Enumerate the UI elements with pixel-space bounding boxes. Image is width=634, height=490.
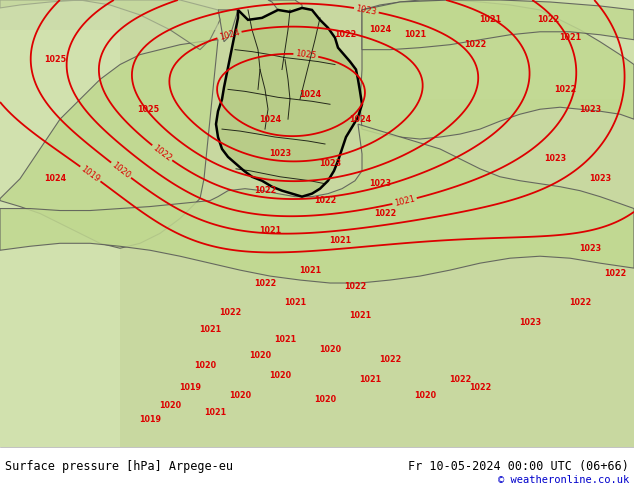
Bar [0,0,120,447]
Text: 1020: 1020 [110,160,132,180]
Text: 1022: 1022 [334,30,356,39]
Text: 1022: 1022 [569,298,591,307]
Text: 1023: 1023 [579,244,601,253]
Text: 1021: 1021 [393,195,416,208]
Text: 1022: 1022 [449,375,471,384]
Polygon shape [0,40,218,248]
Bar [0,0,218,30]
Text: 1022: 1022 [344,281,366,291]
Point [0,443,5,451]
Text: 1021: 1021 [329,236,351,245]
Text: 1022: 1022 [374,209,396,218]
Text: 1019: 1019 [79,164,101,184]
Text: 1025: 1025 [44,55,66,64]
Point [0,443,5,451]
Text: 1022: 1022 [379,355,401,364]
Text: 1021: 1021 [259,226,281,235]
Text: 1020: 1020 [229,391,251,400]
Text: 1024: 1024 [259,115,281,123]
Text: 1020: 1020 [319,345,341,354]
Text: 1025: 1025 [295,49,317,60]
Point [0,443,5,451]
Text: Surface pressure [hPa] Arpege-eu: Surface pressure [hPa] Arpege-eu [5,460,233,473]
Text: 1020: 1020 [314,395,336,404]
Text: 1020: 1020 [194,361,216,370]
Bar [420,0,634,99]
Text: 1024: 1024 [44,174,66,183]
Text: 1021: 1021 [559,33,581,42]
Text: 1021: 1021 [404,30,426,39]
Text: 1023: 1023 [369,179,391,188]
Text: 1022: 1022 [464,40,486,49]
Text: 1022: 1022 [254,186,276,195]
Text: 1021: 1021 [349,311,371,320]
Text: 1020: 1020 [414,391,436,400]
Text: 1022: 1022 [469,383,491,392]
Text: Fr 10-05-2024 00:00 UTC (06+66): Fr 10-05-2024 00:00 UTC (06+66) [408,460,629,473]
Text: 1019: 1019 [139,415,161,423]
Text: 1021: 1021 [199,325,221,334]
Polygon shape [0,124,634,283]
Text: 1019: 1019 [179,383,201,392]
Text: 1023: 1023 [589,174,611,183]
Text: 1024: 1024 [369,25,391,34]
Text: 1021: 1021 [479,15,501,24]
Text: 1022: 1022 [314,196,336,205]
Text: 1021: 1021 [204,408,226,416]
Text: 1024: 1024 [349,115,371,123]
Text: 1023: 1023 [355,4,378,17]
Point [0,443,5,451]
Text: 1020: 1020 [159,401,181,410]
Text: 1022: 1022 [254,278,276,288]
Text: 1021: 1021 [284,298,306,307]
Text: 1022: 1022 [537,15,559,24]
Polygon shape [362,0,634,49]
Text: 1022: 1022 [219,308,241,318]
Text: 1022: 1022 [151,143,173,163]
Text: 1023: 1023 [544,154,566,163]
Text: 1023: 1023 [519,318,541,327]
Text: 1023: 1023 [269,149,291,158]
Polygon shape [360,0,634,139]
Text: 1021: 1021 [359,375,381,384]
Text: 1021: 1021 [299,266,321,274]
Point [0,443,5,451]
Text: © weatheronline.co.uk: © weatheronline.co.uk [498,475,629,485]
Polygon shape [216,8,362,196]
Point [0,443,5,451]
Text: 1020: 1020 [249,351,271,360]
Text: 1023: 1023 [579,105,601,114]
Text: 1023: 1023 [319,159,341,169]
Polygon shape [218,10,238,42]
Point [0,443,5,451]
Text: 1020: 1020 [269,371,291,380]
Text: 1024: 1024 [299,90,321,99]
Text: 1022: 1022 [604,269,626,278]
Text: 1021: 1021 [274,335,296,344]
Text: 1025: 1025 [137,105,159,114]
Text: 1022: 1022 [554,85,576,94]
Text: 1024: 1024 [218,27,241,42]
Polygon shape [0,0,220,49]
Polygon shape [268,0,302,12]
